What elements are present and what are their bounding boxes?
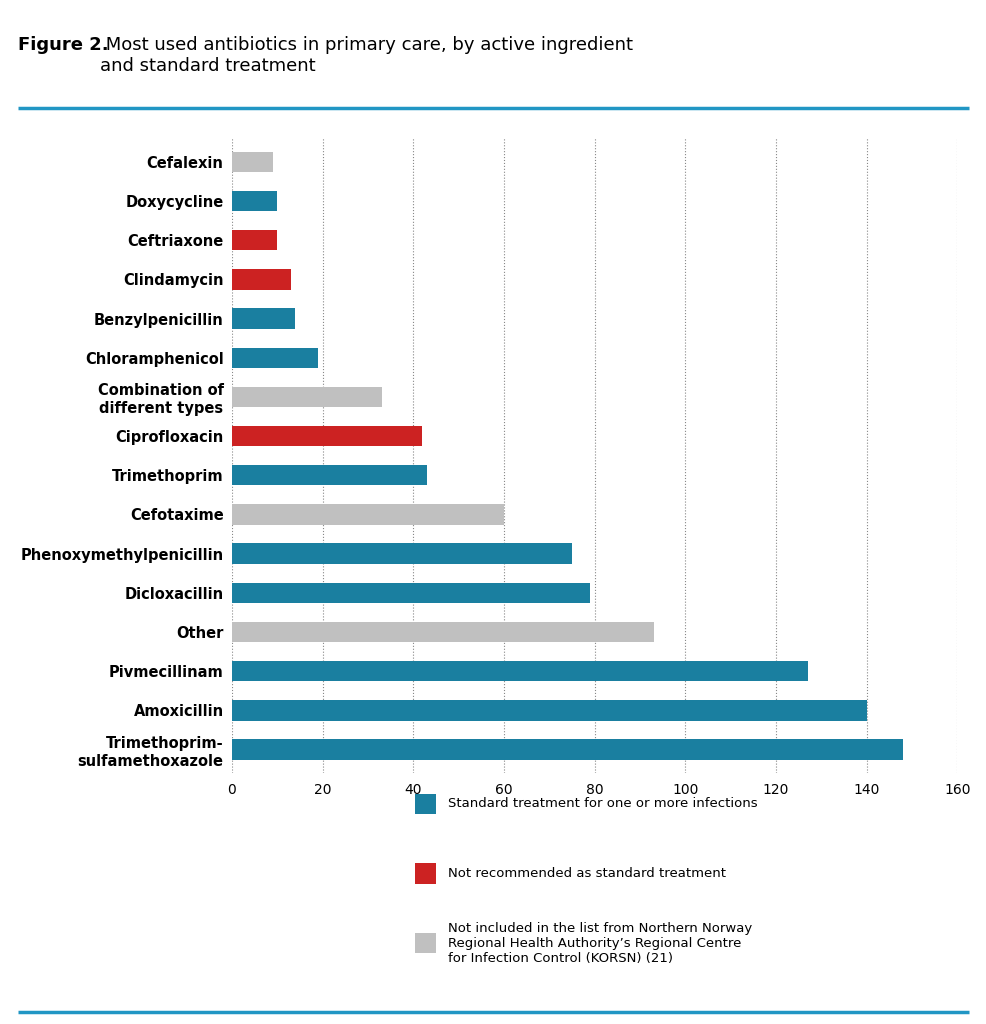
Bar xyxy=(232,190,277,211)
Bar xyxy=(232,662,807,681)
Text: Not included in the list from Northern Norway
Regional Health Authority’s Region: Not included in the list from Northern N… xyxy=(448,922,751,965)
Bar xyxy=(232,583,590,603)
Bar xyxy=(232,230,277,250)
Bar xyxy=(232,700,866,721)
Bar xyxy=(232,544,572,564)
Text: Figure 2.: Figure 2. xyxy=(18,36,108,54)
Text: Most used antibiotics in primary care, by active ingredient
and standard treatme: Most used antibiotics in primary care, b… xyxy=(100,36,632,75)
Text: Standard treatment for one or more infections: Standard treatment for one or more infec… xyxy=(448,798,757,810)
Bar xyxy=(232,152,272,172)
Bar xyxy=(232,387,382,408)
Bar xyxy=(232,269,291,290)
Bar xyxy=(232,504,504,524)
Bar xyxy=(232,622,653,642)
Bar xyxy=(232,739,902,760)
Text: Not recommended as standard treatment: Not recommended as standard treatment xyxy=(448,867,726,880)
Bar xyxy=(232,308,295,329)
Bar xyxy=(232,465,427,485)
Bar xyxy=(232,347,317,368)
Bar xyxy=(232,426,422,446)
